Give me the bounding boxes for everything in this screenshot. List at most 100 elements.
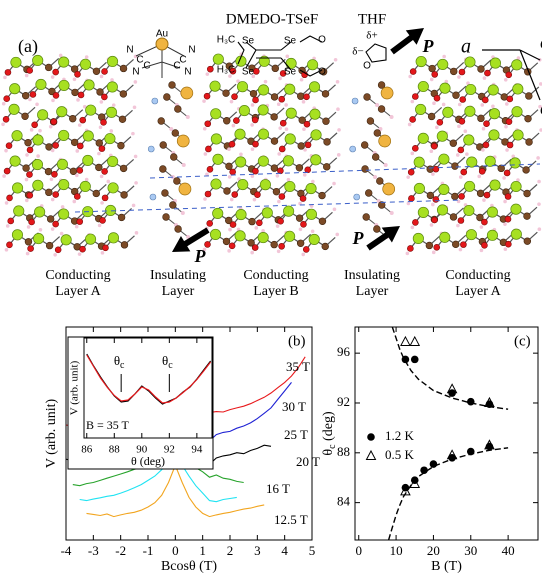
atom [450,140,457,147]
atom [160,142,167,149]
x-tick-label: -4 [61,543,72,558]
atom [459,118,465,124]
atom [5,201,9,205]
atom [205,121,211,127]
atom [97,152,101,156]
atom [297,93,304,100]
atom [23,165,30,172]
atom [457,75,461,79]
legend-label: 1.2 K [385,428,415,443]
atom [378,82,385,89]
atom [276,224,280,228]
atom [310,109,320,119]
atom [100,217,106,223]
atom [465,106,475,116]
atom [477,190,484,197]
x-tick-label: 0 [172,543,179,558]
atom [5,248,9,252]
atom [60,232,64,236]
atom [249,218,256,225]
atom-label: O [363,61,371,72]
atom [418,81,428,91]
atom [53,69,59,75]
x-tick-label: 30 [464,543,477,558]
atom [296,164,303,171]
atom [224,188,231,195]
y-axis-label: V (arb. unit) [69,360,81,415]
layer-label: Layer [356,284,389,299]
atom [229,141,235,147]
atom [406,252,410,256]
atom [374,130,381,137]
atom [437,205,447,215]
atom [278,126,282,130]
atom [489,130,499,140]
atom [297,240,304,247]
atom [85,234,95,244]
atom [418,133,428,143]
atom-label: Se [284,67,297,78]
atom [83,131,93,141]
atom [407,202,411,206]
x-axis-label: B (T) [431,559,462,573]
atom [230,100,234,104]
atom [271,94,278,101]
atom [173,178,180,185]
panel-a-text: DMEDO-TSeF [226,11,319,27]
atom [408,195,414,201]
atom [207,220,213,226]
atom [207,166,213,172]
x-tick-label: 88 [109,444,121,456]
atom [506,72,512,78]
atom [118,214,125,221]
atom [276,174,280,178]
atom [414,157,424,167]
atom [51,75,55,79]
atom [300,221,306,227]
atom [483,76,487,80]
atom [273,188,280,195]
atom [106,107,116,117]
atom [453,92,460,99]
atom [408,123,412,127]
atom [458,103,462,107]
atom [505,194,511,200]
atom [299,227,303,231]
y-tick-label: 84 [337,494,351,509]
atom [467,157,477,167]
atom [442,55,446,59]
atom [72,200,76,204]
atom [22,113,29,120]
series-label: 16 T [266,481,290,496]
atom [481,148,485,152]
atom [303,246,309,252]
atom [78,252,82,256]
atom [45,168,52,175]
atom [148,146,154,152]
atom [27,225,31,229]
atom-label: H₃C [217,35,236,46]
atom [458,218,464,224]
atom [223,117,230,124]
x-tick-label: 40 [502,543,515,558]
atom [85,55,89,59]
atom [302,127,306,131]
atom [524,213,531,220]
legend-label: 0.5 K [385,447,415,462]
atom [411,100,415,104]
atom [83,155,93,165]
atom [6,143,12,149]
x-tick-label: 5 [309,543,316,558]
atom [285,134,295,144]
atom [70,168,77,175]
atom [512,60,522,70]
atom [430,149,434,153]
atom [26,172,32,178]
layer-label: Layer A [55,284,101,299]
atom [352,98,358,104]
atom [480,103,484,107]
atom [99,126,103,130]
atom [504,247,508,251]
atom [10,83,20,93]
atom [302,100,306,104]
